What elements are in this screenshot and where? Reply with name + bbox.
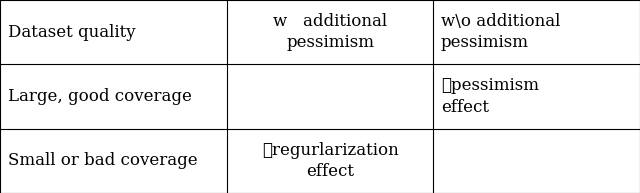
Text: Dataset quality: Dataset quality xyxy=(8,24,135,41)
Text: ✓pessimism
effect: ✓pessimism effect xyxy=(441,77,539,116)
Text: Small or bad coverage: Small or bad coverage xyxy=(8,152,197,169)
Text: ✓regurlarization
effect: ✓regurlarization effect xyxy=(262,142,399,180)
Text: w\o additional
pessimism: w\o additional pessimism xyxy=(441,13,561,51)
Text: Large, good coverage: Large, good coverage xyxy=(8,88,191,105)
Text: w   additional
pessimism: w additional pessimism xyxy=(273,13,387,51)
